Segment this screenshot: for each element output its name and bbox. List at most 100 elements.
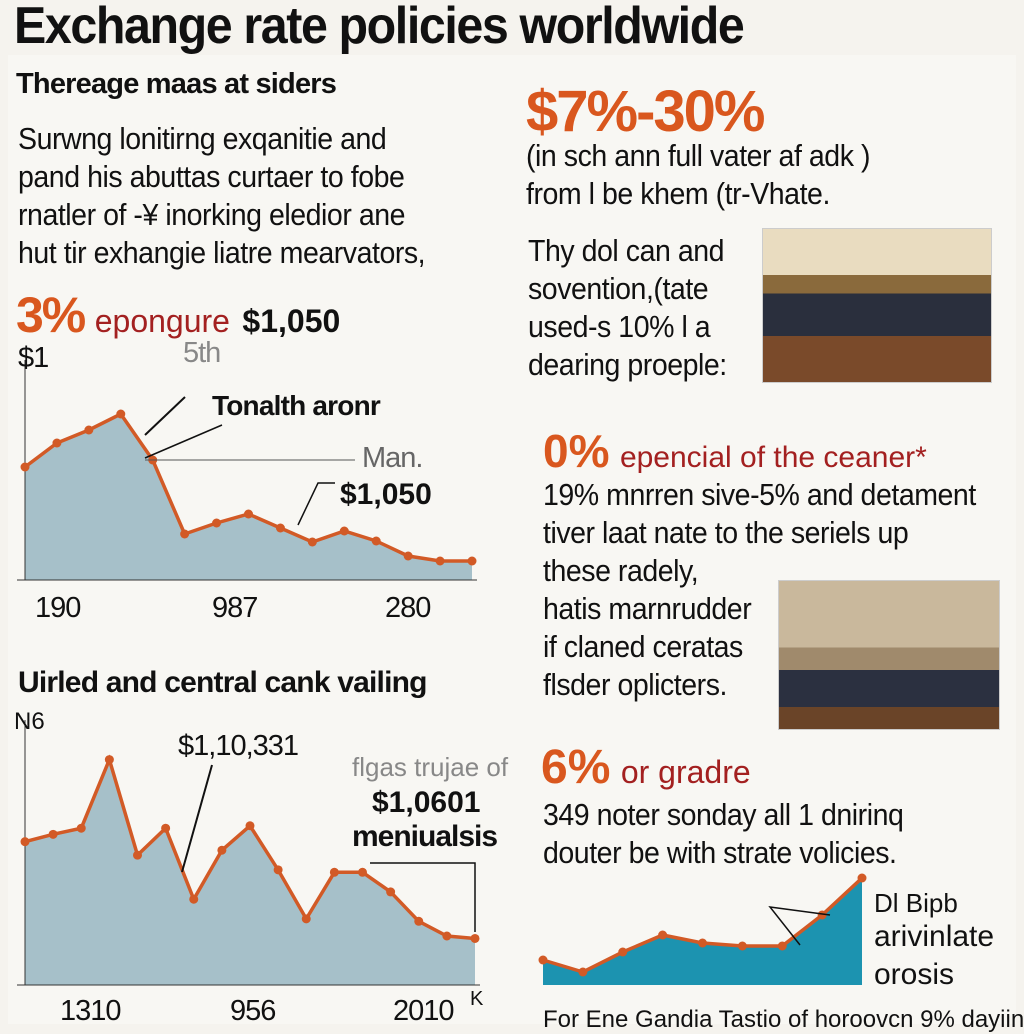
- text-line: tiver laat nate to the seriels up: [543, 515, 909, 550]
- text-line: 349 noter sonday all 1 dnirinq: [543, 797, 904, 832]
- y-axis-label: $1: [18, 342, 49, 374]
- stat-amount: $1,050: [242, 303, 341, 339]
- area-fill: [543, 878, 862, 985]
- stat-row: 3% epongure $1,050: [16, 286, 340, 344]
- text-line: hatis marnrudder: [543, 591, 752, 626]
- data-point: [435, 556, 445, 566]
- x-tick: 987: [212, 592, 258, 624]
- text-line: these radely,: [543, 553, 699, 588]
- data-point: [414, 916, 424, 926]
- stat-label: epencial of the ceaner*: [619, 441, 927, 474]
- annotation-arrow: [144, 396, 186, 436]
- x-tick: K: [470, 988, 484, 1010]
- annotation: $1,10,331: [178, 730, 299, 762]
- x-tick: 2010: [393, 995, 455, 1027]
- data-point: [618, 947, 628, 957]
- data-point: [658, 930, 668, 940]
- text-line: from l be khem (tr-Vhate.: [526, 176, 830, 211]
- text-line: Thy dol can and: [528, 233, 725, 268]
- data-point: [133, 850, 142, 860]
- x-tick: 280: [385, 592, 431, 624]
- paragraph: 19% mnrren sive-5% and detament tiver la…: [543, 476, 985, 704]
- data-point: [470, 933, 480, 943]
- line-area-chart-1: [17, 360, 477, 581]
- page-title: Exchange rate policies worldwide: [14, 0, 745, 55]
- area-fill: [25, 759, 475, 985]
- data-point: [217, 845, 227, 855]
- text-line: hut tir exhangie liatre mearvators,: [18, 235, 426, 270]
- x-tick: 956: [230, 995, 276, 1027]
- data-point: [104, 755, 114, 765]
- data-point: [358, 867, 367, 877]
- data-point: [48, 829, 58, 839]
- annotation: meniualsis: [352, 820, 498, 853]
- text-line: rnatler of -¥ inorking eledior ane: [18, 197, 406, 232]
- annotation-leader: [144, 424, 223, 459]
- annotation-arrow: [768, 906, 831, 946]
- stat-row: 0% epencial of the ceaner*: [543, 424, 927, 478]
- section-heading: Uirled and central cank vailing: [18, 666, 427, 699]
- data-point: [20, 837, 30, 847]
- annotation: $1,050: [340, 478, 432, 511]
- data-point: [817, 910, 827, 920]
- data-point: [212, 518, 222, 528]
- stat-label: epongure: [94, 303, 230, 339]
- area-fill: [25, 414, 472, 580]
- stat-range: $7%-30%: [526, 79, 765, 144]
- y-axis-label: N6: [14, 708, 45, 735]
- x-tick: 1310: [60, 995, 122, 1027]
- text-line: Surwng lonitirng exqanitie and: [18, 121, 387, 156]
- data-point: [273, 865, 283, 875]
- annotation: arivinlate: [874, 920, 995, 953]
- line-area-chart-3: [538, 873, 867, 985]
- section-heading: Thereage maas at siders: [16, 68, 337, 100]
- data-point: [301, 914, 311, 924]
- data-point: [307, 537, 317, 547]
- annotation: $1,0601: [372, 786, 481, 819]
- central-bank-photo: [778, 580, 1000, 730]
- data-point: [275, 523, 285, 533]
- data-point: [386, 887, 396, 897]
- data-point: [339, 526, 349, 536]
- data-point: [403, 551, 413, 561]
- data-point: [20, 462, 30, 472]
- footer-text: For Ene Gandia Tastio of horoovcn 9% day…: [543, 1006, 1024, 1033]
- text-line: dearing proeple:: [528, 347, 727, 382]
- paragraph: Thy dol can and sovention,(tate used-s 1…: [528, 232, 727, 384]
- stat-value: 6%: [541, 741, 611, 794]
- range-text: (in sch ann full vater af adk ) from l b…: [526, 137, 870, 213]
- stat-value: 0%: [543, 425, 610, 477]
- stat-label: or gradre: [620, 754, 751, 790]
- data-point: [578, 967, 588, 977]
- text-line: (in sch ann full vater af adk ): [526, 138, 871, 173]
- annotation: flgas trujae of: [352, 752, 509, 782]
- data-point: [116, 409, 126, 419]
- text-line: sovention,(tate: [528, 271, 709, 306]
- annotation: 5th: [183, 337, 221, 369]
- annotation-leader: [370, 862, 476, 932]
- stat-row: 6% or gradre: [541, 740, 751, 795]
- data-point: [76, 823, 86, 833]
- data-point: [245, 821, 255, 831]
- text-line: used-s 10% l a: [528, 309, 711, 344]
- data-point: [52, 438, 62, 448]
- annotation-arrow: [297, 482, 335, 526]
- x-tick: 190: [35, 592, 81, 624]
- data-point: [329, 867, 339, 877]
- data-point: [777, 941, 787, 951]
- meeting-photo: [762, 228, 992, 383]
- data-point: [698, 938, 707, 948]
- data-point: [180, 529, 190, 539]
- stat-value: 3%: [16, 287, 86, 343]
- data-point: [371, 536, 381, 546]
- intro-paragraph: Surwng lonitirng exqanitie and pand his …: [18, 120, 496, 272]
- data-point: [189, 894, 199, 904]
- annotation: Man.: [362, 442, 423, 474]
- data-point: [467, 556, 477, 566]
- annotation: Dl Bipb: [874, 888, 958, 918]
- data-point: [857, 873, 867, 883]
- data-point: [737, 941, 747, 951]
- text-line: pand his abuttas curtaer to fobe: [18, 159, 405, 194]
- line-area-chart-2: [17, 720, 480, 986]
- annotation: orosis: [874, 958, 955, 991]
